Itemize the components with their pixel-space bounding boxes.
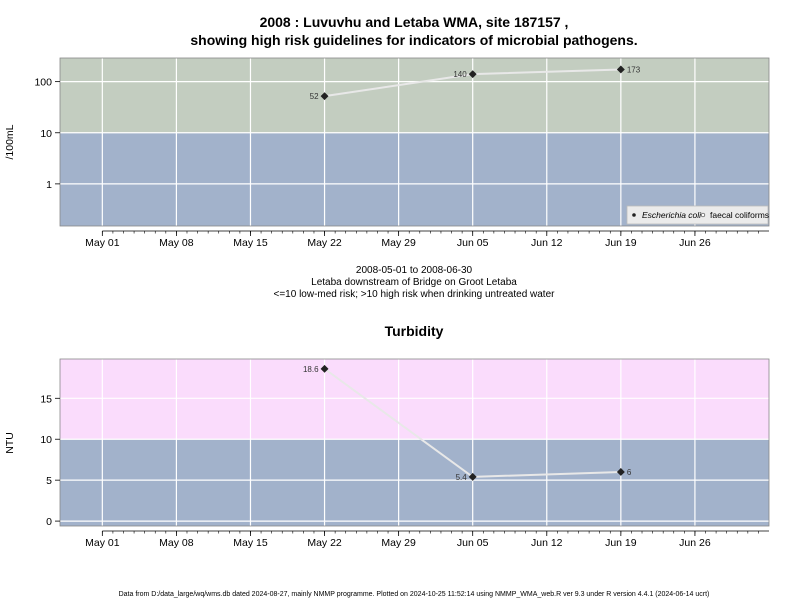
x-tick-label: May 01: [85, 237, 120, 249]
data-source-footer: Data from D:/data_large/wq/wms.db dated …: [119, 591, 710, 598]
date-range-subtitle: 2008-05-01 to 2008-06-30: [356, 265, 473, 276]
turbidity-title: Turbidity: [385, 323, 444, 339]
y-tick-label: 1: [46, 179, 52, 191]
data-point-marker: [468, 472, 477, 481]
site-description-subtitle: Letaba downstream of Bridge on Groot Let…: [311, 277, 517, 288]
y-tick-label: 5: [46, 475, 52, 487]
plot-frame: [59, 57, 770, 227]
data-point-label: 5.4: [456, 473, 468, 482]
data-point-label: 52: [310, 92, 319, 101]
y-tick-label: 0: [46, 516, 52, 528]
ecoli-plot-area: 1 10 100 May 01 May 08 May 15 May 22 May 29 Jun …: [34, 57, 770, 249]
data-point-marker: [616, 468, 625, 476]
x-tick-label: May 22: [307, 537, 342, 549]
x-tick-label: Jun 26: [679, 237, 711, 249]
x-tick-label: May 29: [381, 237, 416, 249]
x-tick-label: May 08: [159, 537, 194, 549]
turbidity-panel: 0 5 10 15 May 01 May 08 May 15 May 22 May 29 Jun …: [4, 358, 770, 549]
ecoli-panel: 1 10 100 May 01 May 08 May 15 May 22 May 29 Jun …: [4, 57, 770, 249]
legend-faecal-coliforms-marker: [700, 212, 706, 218]
x-tick-label: Jun 19: [605, 237, 637, 249]
x-tick-label: Jun 19: [605, 537, 637, 549]
x-tick-label: May 22: [307, 237, 342, 249]
x-tick-label: Jun 12: [531, 537, 563, 549]
legend-ecoli-marker: [632, 213, 636, 217]
x-tick-label: May 01: [85, 537, 120, 549]
ecoli-legend: Escherichia coli faecal coliforms: [626, 205, 769, 225]
x-tick-label: Jun 26: [679, 537, 711, 549]
y-tick-label: 100: [34, 77, 52, 89]
turbidity-y-axis-label: NTU: [4, 432, 16, 454]
plot-frame: [59, 358, 770, 527]
ecoli-y-axis-label: /100mL: [4, 124, 16, 159]
x-tick-label: May 29: [381, 537, 416, 549]
chart-title-line1: 2008 : Luvuvhu and Letaba WMA, site 1871…: [260, 14, 569, 30]
x-tick-label: Jun 05: [457, 537, 489, 549]
y-tick-label: 10: [40, 434, 52, 446]
legend-faecal-coliforms-label: faecal coliforms: [710, 210, 769, 220]
legend-ecoli-label: Escherichia coli: [642, 210, 702, 220]
x-tick-label: May 15: [233, 237, 268, 249]
high-risk-band: [60, 58, 769, 133]
y-tick-label: 15: [40, 393, 52, 405]
data-point-label: 173: [627, 65, 641, 74]
low-risk-band: [60, 439, 769, 526]
legend-box: [626, 205, 769, 225]
x-tick-label: May 08: [159, 237, 194, 249]
x-tick-label: Jun 12: [531, 237, 563, 249]
chart-title-line2: showing high risk guidelines for indicat…: [190, 32, 637, 48]
data-point-label: 6: [627, 468, 632, 477]
turbidity-plot-area: 0 5 10 15 May 01 May 08 May 15 May 22 May 29 Jun …: [40, 358, 770, 549]
data-point-label: 140: [453, 70, 467, 79]
data-point-marker: [616, 65, 625, 74]
x-tick-label: May 15: [233, 537, 268, 549]
data-point-label: 18.6: [303, 365, 319, 374]
risk-guideline-subtitle: <=10 low-med risk; >10 high risk when dr…: [274, 289, 556, 300]
y-tick-label: 10: [40, 128, 52, 140]
x-tick-label: Jun 05: [457, 237, 489, 249]
high-risk-band: [60, 359, 769, 440]
data-point-marker: [320, 364, 329, 373]
